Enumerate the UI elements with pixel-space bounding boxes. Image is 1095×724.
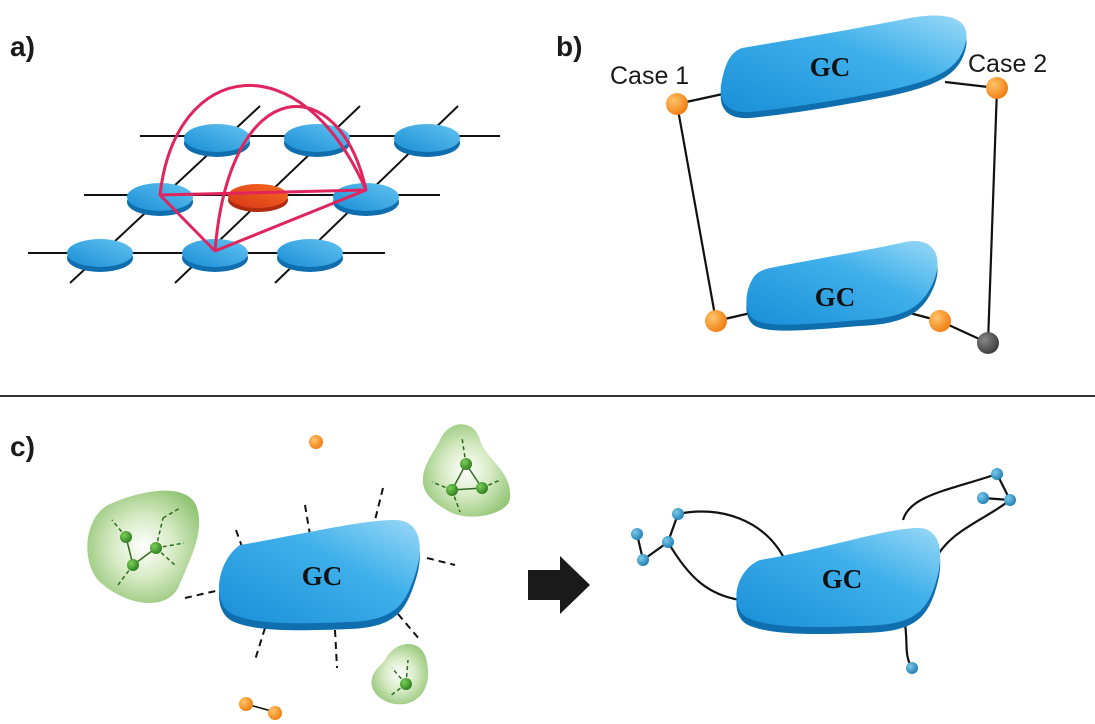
lattice-node [184, 124, 250, 157]
gc-left-blob: GC [218, 520, 420, 631]
gray-node [977, 332, 999, 354]
green-cluster-bottom [371, 643, 429, 705]
lattice-node [182, 239, 248, 272]
central-red-node [228, 184, 288, 212]
lattice-nodes [67, 124, 460, 272]
orange-node [929, 310, 951, 332]
green-cluster-top [422, 424, 511, 517]
gc-left-stubs [184, 487, 456, 669]
case-nodes [666, 77, 1008, 354]
gc-right-blob: GC [736, 527, 941, 635]
gc-top-blob: GC [720, 15, 967, 119]
green-cluster-left [87, 490, 200, 603]
panel-b-label: b) [556, 31, 582, 62]
gc-left-label: GC [302, 561, 343, 591]
gc-bottom-label: GC [815, 282, 856, 312]
orange-node [986, 77, 1008, 99]
lattice-node [277, 239, 343, 272]
orange-node [705, 310, 727, 332]
lattice-node [67, 239, 133, 272]
panel-a-label: a) [10, 31, 35, 62]
orange-dimer [239, 697, 282, 720]
lattice-node [394, 124, 460, 157]
higher-order-links [158, 83, 368, 253]
case-2-label: Case 2 [968, 50, 1047, 78]
orange-node [666, 93, 688, 115]
right-arrow-icon [528, 556, 590, 614]
gc-right-label: GC [822, 564, 863, 594]
orange-node [309, 435, 323, 449]
gc-right-nodes [631, 468, 1016, 674]
gc-bottom-blob: GC [746, 241, 938, 331]
gc-top-label: GC [810, 52, 851, 82]
panel-c-label: c) [10, 431, 35, 462]
case-1-label: Case 1 [610, 62, 689, 90]
